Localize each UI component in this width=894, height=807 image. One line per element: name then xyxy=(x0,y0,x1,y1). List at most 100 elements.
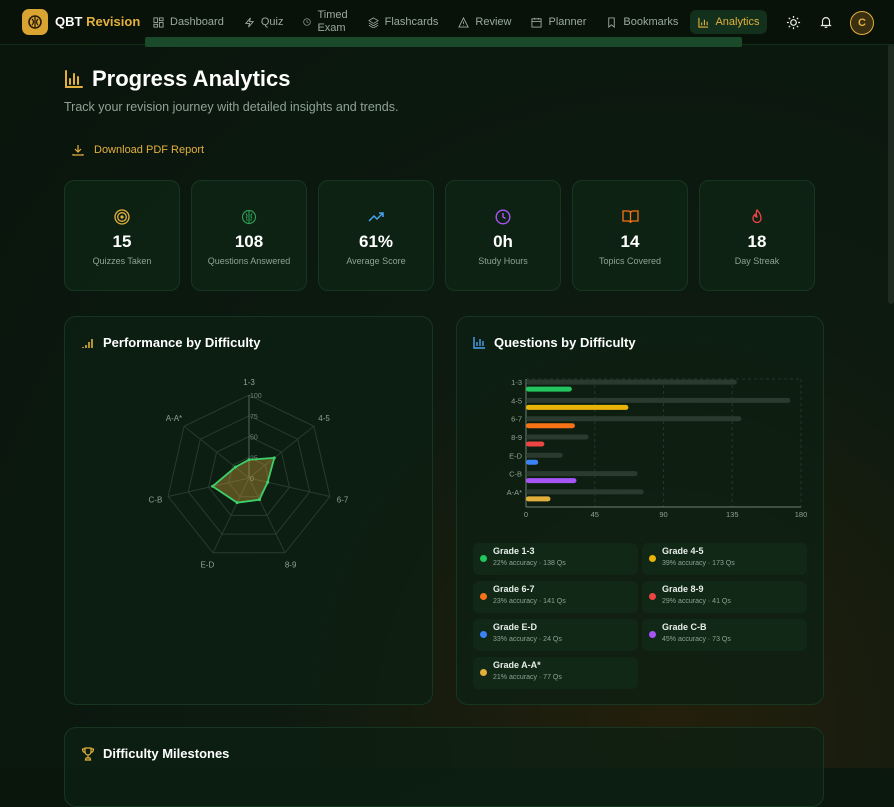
bar-chart: 0 45 90 135 180 1-3 4-5 6-7 8-9 E-D C-B A-A* xyxy=(507,378,808,519)
nav-scroll-indicator xyxy=(145,37,742,47)
stat-card-quizzes: 15 Quizzes Taken xyxy=(64,180,180,291)
legend-item[interactable]: Grade 4-5 39% accuracy · 173 Qs xyxy=(642,543,807,575)
radar-axis-label: 4-5 xyxy=(318,414,330,423)
bar-total xyxy=(526,434,589,440)
nav-item-planner[interactable]: Planner xyxy=(523,10,594,34)
radar-axis-label: 6-7 xyxy=(337,495,349,504)
nav-label-line1: Timed xyxy=(317,9,348,21)
nav-label: Quiz xyxy=(260,16,284,28)
nav-item-analytics[interactable]: Analytics xyxy=(690,10,768,34)
nav-item-bookmarks[interactable]: Bookmarks xyxy=(598,10,686,34)
bar-total xyxy=(526,489,644,495)
stat-value: 15 xyxy=(112,232,132,251)
nav-label: Dashboard xyxy=(170,16,224,28)
legend-sub: 39% accuracy · 173 Qs xyxy=(662,560,735,567)
legend-item[interactable]: Grade 8-9 29% accuracy · 41 Qs xyxy=(642,581,807,613)
clock-icon xyxy=(303,18,312,26)
nav-label: Review xyxy=(475,16,512,28)
notifications-button[interactable] xyxy=(817,13,835,31)
stat-card-average-score: 61% Average Score xyxy=(318,180,434,291)
stat-label: Day Streak xyxy=(734,256,780,266)
radar-tick-label: 75 xyxy=(250,414,258,421)
legend-item[interactable]: Grade C-B 45% accuracy · 73 Qs xyxy=(642,619,807,651)
radar-point xyxy=(235,501,239,505)
panel-title: Questions by Difficulty xyxy=(494,335,636,350)
brand-name[interactable]: QBT Revision xyxy=(55,14,140,29)
y-tick-label: A-A* xyxy=(507,488,523,497)
legend-item[interactable]: Grade A-A* 21% accuracy · 77 Qs xyxy=(473,657,638,689)
legend-dot xyxy=(480,631,487,638)
legend-item[interactable]: Grade E-D 33% accuracy · 24 Qs xyxy=(473,619,638,651)
radar-spoke xyxy=(183,425,250,479)
y-tick-label: 1-3 xyxy=(511,378,522,387)
radar-grid-ring xyxy=(187,415,311,535)
x-tick-label: 180 xyxy=(795,510,808,519)
radar-chart: 1-34-56-78-9E-DC-BA-A*0255075100 xyxy=(149,378,349,569)
legend-dot xyxy=(649,555,656,562)
brain-logo-icon[interactable] xyxy=(22,9,48,35)
avatar[interactable]: C xyxy=(850,11,874,35)
trophy-icon xyxy=(81,746,95,761)
nav-item-flashcards[interactable]: Flashcards xyxy=(360,10,447,34)
legend-dot xyxy=(480,669,487,676)
page-scrollbar[interactable] xyxy=(888,44,894,304)
panel-header: Difficulty Milestones xyxy=(81,746,229,761)
bar-total xyxy=(526,471,638,477)
bar-chart-icon xyxy=(698,17,709,28)
legend-name: Grade E-D xyxy=(493,622,538,632)
y-tick-label: C-B xyxy=(509,470,522,479)
bar-total xyxy=(526,452,563,458)
y-tick-label: 8-9 xyxy=(511,433,522,442)
stat-card-streak: 18 Day Streak xyxy=(699,180,815,291)
radar-axis-label: 8-9 xyxy=(285,560,297,569)
top-nav: QBT Revision Dashboard Quiz Timed Exam Fl… xyxy=(0,0,894,47)
nav-item-dashboard[interactable]: Dashboard xyxy=(145,10,232,34)
brand-prefix: QBT xyxy=(55,14,83,29)
stat-label: Questions Answered xyxy=(207,256,291,266)
bar-correct xyxy=(526,459,539,465)
bar-correct xyxy=(526,478,577,484)
legend-item[interactable]: Grade 1-3 22% accuracy · 138 Qs xyxy=(473,543,638,575)
radar-grid-ring xyxy=(167,394,331,554)
radar-spoke xyxy=(212,477,250,553)
y-tick-label: 4-5 xyxy=(511,396,522,405)
panel-title: Performance by Difficulty xyxy=(103,335,261,350)
trending-up-icon xyxy=(367,212,384,222)
nav-label: Analytics xyxy=(715,16,760,28)
radar-axis-label: A-A* xyxy=(166,414,182,423)
legend-sub: 33% accuracy · 24 Qs xyxy=(493,636,562,643)
legend-name: Grade 1-3 xyxy=(493,546,535,556)
radar-point xyxy=(211,484,215,488)
radar-axis-label: E-D xyxy=(200,560,214,569)
bell-icon xyxy=(820,17,832,28)
stat-card-questions: 108 Questions Answered xyxy=(191,180,307,291)
target-icon xyxy=(114,209,130,225)
nav-item-review[interactable]: Review xyxy=(450,10,519,34)
performance-panel: Performance by Difficulty 1-3 4-5 6-7 8-9 E-… xyxy=(64,316,433,705)
stat-label: Topics Covered xyxy=(598,256,662,266)
nav-label: Bookmarks xyxy=(623,16,679,28)
page-subtitle: Track your revision journey with detaile… xyxy=(64,100,399,114)
legend-name: Grade C-B xyxy=(662,622,707,632)
radar-tick-label: 0 xyxy=(250,476,254,483)
dashboard-icon xyxy=(153,16,164,28)
bar-correct xyxy=(526,386,572,392)
radar-series-area xyxy=(211,456,276,504)
nav-item-timed-exam[interactable]: Timed Exam xyxy=(295,3,355,41)
legend-sub: 23% accuracy · 141 Qs xyxy=(493,598,566,605)
legend-dot xyxy=(480,555,487,562)
bookmark-icon xyxy=(608,16,616,28)
legend-item[interactable]: Grade 6-7 23% accuracy · 141 Qs xyxy=(473,581,638,613)
legend-name: Grade A-A* xyxy=(493,660,541,670)
sun-icon xyxy=(786,15,800,29)
theme-toggle-button[interactable] xyxy=(784,13,802,31)
nav-label: Timed Exam xyxy=(317,9,347,35)
legend-dot xyxy=(480,593,487,600)
difficulty-legend: Grade 1-3 22% accuracy · 138 Qs Grade 4-… xyxy=(473,543,807,689)
nav-item-quiz[interactable]: Quiz xyxy=(236,10,292,34)
x-tick-label: 90 xyxy=(659,510,667,519)
radar-point xyxy=(233,465,237,469)
download-pdf-button[interactable]: Download PDF Report xyxy=(64,136,212,164)
bar-total xyxy=(526,379,737,385)
clock-icon xyxy=(495,209,511,225)
